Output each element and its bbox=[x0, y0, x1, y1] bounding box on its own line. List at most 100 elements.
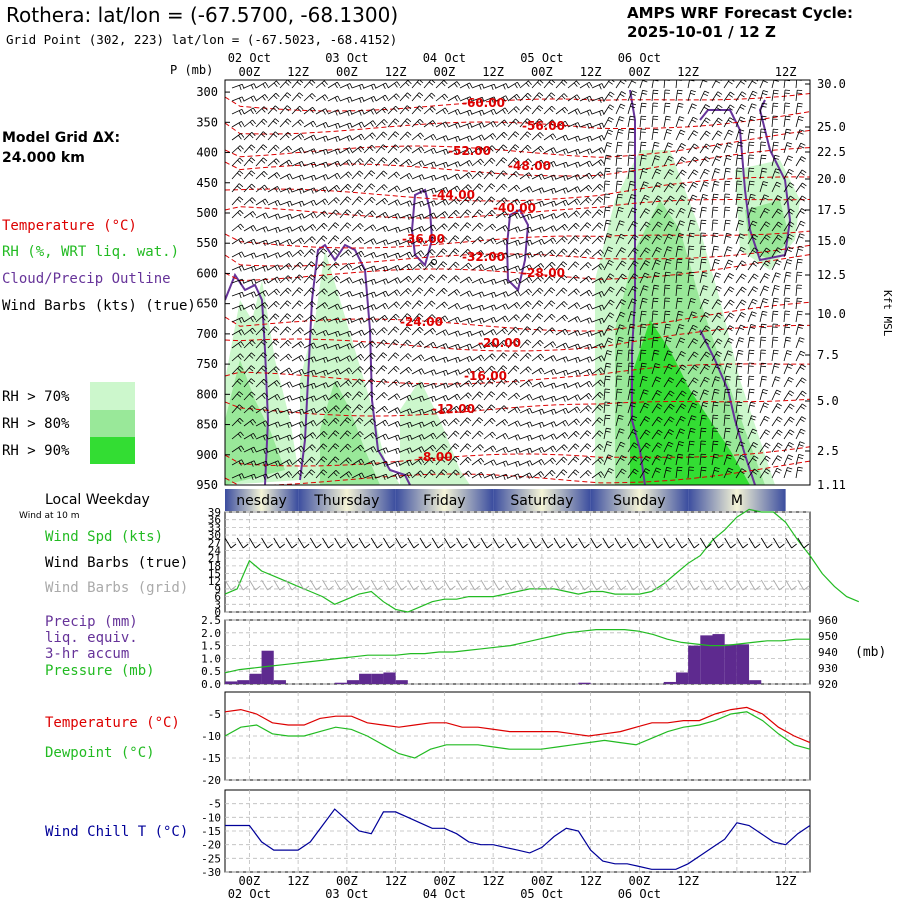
wind-barb bbox=[555, 432, 569, 440]
wind-barb bbox=[615, 414, 624, 427]
wind-barb bbox=[579, 81, 593, 89]
wind-barb bbox=[231, 341, 245, 349]
wind-barb bbox=[279, 132, 292, 141]
wind-barb bbox=[543, 368, 557, 376]
wind-barb bbox=[735, 388, 743, 401]
wind-barb bbox=[399, 80, 412, 89]
wind-barb bbox=[555, 395, 569, 402]
top-date-label: 03 Oct bbox=[325, 51, 368, 65]
wind-barb bbox=[759, 115, 767, 128]
wind-barb bbox=[531, 326, 544, 336]
wind-barb bbox=[303, 224, 317, 232]
wind-barb bbox=[579, 262, 592, 271]
wind-barb bbox=[651, 336, 659, 349]
wind-barb bbox=[363, 404, 376, 414]
wind-barb bbox=[279, 92, 292, 102]
wind-barb bbox=[579, 392, 593, 401]
wind-barb bbox=[711, 143, 722, 154]
wind-barb bbox=[735, 220, 745, 232]
wind-barb bbox=[759, 80, 769, 89]
forecast-product-label: AMPS WRF Forecast Cycle: bbox=[627, 4, 853, 22]
wind-barb bbox=[327, 148, 341, 155]
wind-barb bbox=[291, 457, 305, 466]
wind-barb bbox=[591, 404, 604, 414]
wind-barb bbox=[711, 414, 719, 427]
wind-barb bbox=[555, 236, 568, 245]
precip-bar bbox=[724, 644, 737, 684]
wind-barb bbox=[579, 303, 593, 311]
wind-barb bbox=[423, 369, 437, 376]
wind-barb bbox=[759, 298, 769, 310]
wind-barb bbox=[759, 389, 768, 401]
wind-barb bbox=[291, 341, 305, 349]
wind-barb bbox=[399, 158, 413, 167]
wind-barb bbox=[411, 470, 425, 479]
wind-barb bbox=[279, 145, 293, 154]
wind-barb bbox=[411, 421, 425, 428]
wind-barb bbox=[495, 225, 509, 232]
wind-barb bbox=[279, 459, 293, 466]
wind-barb bbox=[795, 129, 805, 141]
height-tick-label: 7.5 bbox=[817, 348, 839, 362]
wind-barb bbox=[507, 184, 521, 193]
wind-barb bbox=[375, 419, 389, 427]
wind-barb bbox=[399, 300, 412, 310]
wind-barb bbox=[351, 170, 364, 180]
wind-barb bbox=[795, 323, 804, 336]
temperature-legend-label: Temperature (°C) bbox=[2, 218, 137, 234]
wind-barb bbox=[291, 395, 305, 403]
wind-barb bbox=[591, 235, 604, 245]
wind-speed-legend-label: Wind Spd (kts) bbox=[45, 529, 163, 545]
wind-barb bbox=[699, 414, 708, 427]
wind-barb bbox=[291, 445, 305, 453]
wind-barb bbox=[279, 300, 292, 310]
panel-tick-label: 0 bbox=[214, 606, 221, 619]
wind-barb bbox=[699, 104, 711, 115]
wind-barb bbox=[711, 467, 720, 479]
height-tick-label: 5.0 bbox=[817, 394, 839, 408]
wind-barb bbox=[687, 194, 698, 206]
surface-wind-barb-true bbox=[712, 537, 724, 549]
wind-barb bbox=[603, 299, 615, 310]
bottom-date-label: 05 Oct bbox=[520, 887, 563, 900]
wind-barb bbox=[291, 187, 305, 195]
wind-barb bbox=[675, 310, 684, 323]
wind-barb bbox=[615, 116, 625, 128]
wind-barb bbox=[363, 473, 377, 480]
wind-barb bbox=[375, 473, 389, 481]
wind-barb bbox=[339, 159, 353, 167]
wind-barb bbox=[759, 349, 767, 362]
wind-barb bbox=[687, 182, 698, 193]
wind-barb bbox=[339, 291, 353, 298]
wind-barb bbox=[327, 456, 340, 466]
wind-barb bbox=[639, 336, 647, 349]
wind-barb bbox=[435, 223, 448, 232]
surface-wind-barb-grid bbox=[578, 579, 590, 591]
wind-barb bbox=[435, 469, 448, 479]
wind-barb bbox=[651, 467, 662, 479]
wind-barb bbox=[471, 83, 485, 90]
panel-tick-label: 3 bbox=[214, 598, 221, 611]
wind-barb bbox=[423, 133, 437, 141]
wind-barb bbox=[387, 265, 401, 272]
wind-barb bbox=[519, 252, 533, 259]
wind-barb bbox=[651, 141, 660, 154]
wind-barb bbox=[423, 341, 437, 349]
wind-barb bbox=[687, 311, 697, 323]
wind-barb bbox=[675, 466, 683, 479]
precip-bar bbox=[700, 635, 713, 684]
wind-barb bbox=[711, 232, 719, 245]
wind-barb bbox=[603, 427, 612, 440]
wind-barb bbox=[339, 209, 352, 219]
wind-barb bbox=[519, 421, 533, 428]
wind-barb bbox=[471, 291, 485, 298]
wind-barb bbox=[459, 122, 473, 130]
wind-barb bbox=[579, 275, 593, 284]
wind-barb bbox=[399, 131, 412, 141]
wind-barb bbox=[507, 473, 521, 480]
wind-barb bbox=[327, 172, 341, 180]
wind-barb bbox=[447, 405, 461, 414]
wind-barb bbox=[591, 196, 604, 206]
rh-shading bbox=[225, 150, 800, 485]
wind-barb bbox=[519, 366, 532, 375]
